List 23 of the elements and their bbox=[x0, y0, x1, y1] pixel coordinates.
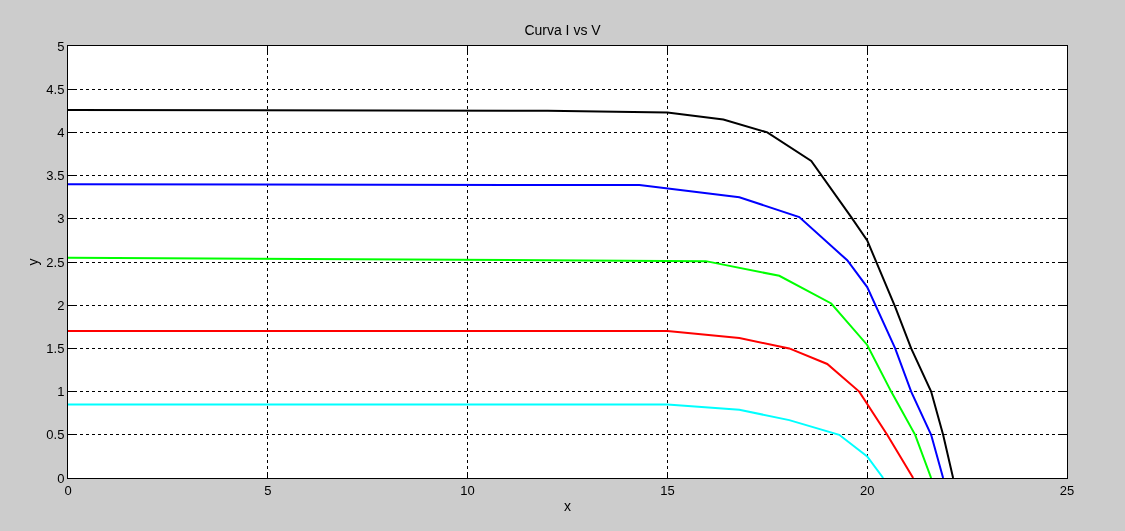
y-tick-label: 2.5 bbox=[46, 254, 65, 270]
y-tick-label: 1.5 bbox=[46, 340, 65, 356]
chart-title: Curva I vs V bbox=[524, 21, 602, 38]
y-tick-label: 4 bbox=[57, 124, 65, 140]
y-axis-title: y bbox=[24, 258, 41, 266]
x-axis-title: x bbox=[564, 497, 571, 514]
y-tick-label: 3.5 bbox=[46, 168, 65, 184]
line-series bbox=[68, 183, 945, 478]
line-series bbox=[68, 403, 885, 478]
x-tick-label: 25 bbox=[1059, 482, 1075, 498]
y-tick-label: 0.5 bbox=[46, 427, 65, 443]
y-tick-label: 4.5 bbox=[46, 81, 65, 97]
x-tick-label: 20 bbox=[859, 482, 875, 498]
y-tick-label: 5 bbox=[57, 38, 65, 54]
line-series bbox=[68, 330, 915, 478]
x-tick-label: 10 bbox=[460, 482, 475, 498]
x-tick-label: 5 bbox=[264, 482, 272, 498]
line-series bbox=[68, 256, 933, 478]
y-tick-label: 1 bbox=[57, 384, 65, 400]
y-tick-label: 0 bbox=[57, 470, 65, 486]
y-tick-label: 3 bbox=[57, 211, 65, 227]
y-tick-label: 2 bbox=[57, 297, 65, 313]
x-tick-label: 15 bbox=[660, 482, 675, 498]
